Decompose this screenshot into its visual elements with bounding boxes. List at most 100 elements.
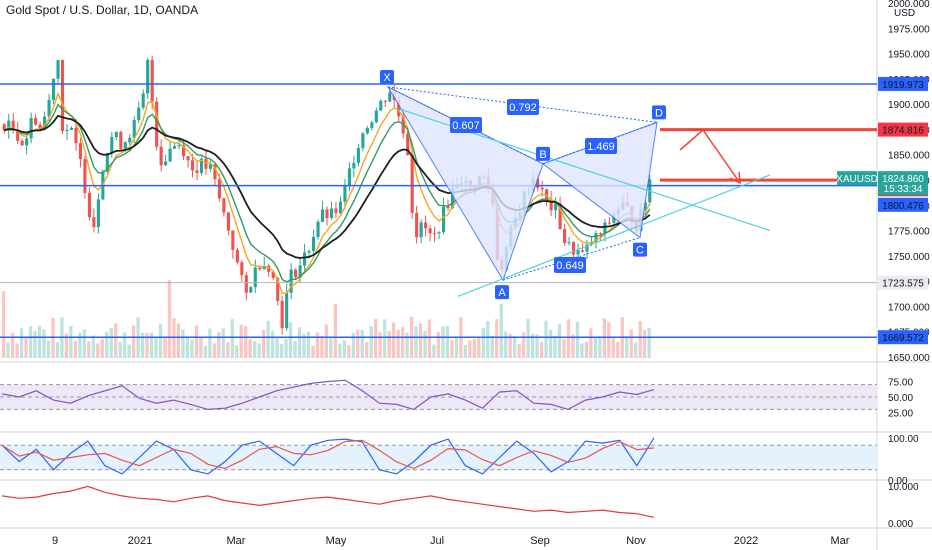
candle (388, 92, 392, 102)
candle (361, 133, 365, 149)
volume-bar (118, 341, 122, 358)
volume-bar (418, 323, 423, 358)
volume-bar (315, 332, 320, 358)
volume-bar (504, 331, 508, 358)
price-level-label: 1669.572 (882, 333, 924, 344)
pattern-ratio-badge (554, 257, 586, 273)
candle (298, 265, 302, 278)
price-axis-tick: 1750.000 (888, 252, 930, 263)
rsi-axis-tick: 25.00 (888, 409, 913, 420)
pattern-point-a-badge[interactable] (495, 285, 509, 300)
rsi-axis-tick: 75.00 (888, 378, 913, 389)
volume-bar (383, 319, 387, 358)
candle (25, 138, 29, 146)
time-axis-tick: Nov (626, 535, 646, 547)
candle (276, 277, 280, 301)
price-axis-tick: 1650.000 (888, 353, 930, 364)
candle (83, 159, 87, 193)
candle (213, 164, 217, 180)
candle (558, 203, 562, 230)
volume-bar (427, 319, 432, 358)
volume-bar (638, 321, 642, 358)
volume-bar (584, 341, 589, 358)
price-level-badge[interactable] (878, 122, 928, 137)
volume-bar (643, 330, 647, 358)
volume-bar (333, 303, 338, 358)
candle (643, 202, 647, 210)
candle (289, 269, 293, 293)
pattern-point-c-label: C (636, 245, 644, 257)
trendline-support[interactable] (457, 174, 771, 297)
volume-bar (10, 332, 15, 358)
volume-bar (539, 342, 544, 358)
pattern-point-d-badge[interactable] (652, 105, 666, 120)
volume-bar (607, 322, 611, 358)
price-level-badge[interactable] (878, 275, 928, 290)
candle (607, 222, 611, 224)
price-level-badge[interactable] (878, 330, 928, 345)
candle (316, 221, 320, 237)
candle (433, 233, 437, 235)
pattern-point-b-badge[interactable] (536, 146, 550, 161)
volume-bar (611, 337, 615, 358)
volume-bar (530, 333, 535, 358)
candle (16, 129, 20, 141)
volume-bar (468, 340, 472, 358)
volume-bar (145, 332, 149, 358)
volume-bar (387, 331, 391, 358)
volume-bar (230, 319, 234, 358)
candle (168, 148, 172, 162)
pattern-point-c-badge[interactable] (633, 242, 647, 257)
price-level-badge[interactable] (878, 197, 928, 212)
candle (20, 140, 24, 146)
pattern-ratio-badge (450, 117, 482, 133)
time-axis-tick: Mar (831, 535, 850, 547)
volume-bar (441, 326, 445, 358)
ema-mid-line (3, 103, 651, 283)
volume-bar (436, 331, 441, 358)
current-price-badge[interactable] (878, 171, 928, 196)
candle (253, 267, 257, 288)
volume-bar (369, 326, 373, 358)
ema-slow-line (4, 114, 651, 259)
pattern-point-x-badge[interactable] (380, 69, 394, 84)
price-level-badge[interactable] (878, 76, 928, 91)
candle (352, 162, 356, 169)
price-axis-tick: 1775.000 (888, 227, 930, 238)
candle (280, 300, 284, 329)
candle (356, 148, 360, 163)
candle (105, 153, 109, 172)
stoch-k-line (1, 437, 655, 475)
volume-bar (598, 336, 602, 358)
symbol-badge[interactable] (837, 171, 877, 186)
candle (563, 229, 567, 243)
candle (249, 287, 253, 293)
price-axis-unit: USD (894, 8, 915, 19)
candle (204, 158, 208, 169)
volume-bar (324, 324, 329, 358)
volume-bar (548, 329, 553, 358)
candle (60, 60, 65, 131)
volume-bar (212, 343, 216, 358)
candle (51, 78, 56, 100)
volume-bar (602, 318, 606, 358)
volume-bar (517, 344, 521, 358)
candle (110, 137, 114, 154)
volume-bar (499, 303, 503, 358)
candle (585, 244, 589, 252)
candle (437, 231, 441, 234)
volume-bar (535, 334, 539, 358)
stoch-d-line (1, 439, 655, 470)
candle (294, 269, 298, 278)
candle (347, 168, 351, 186)
symbol-badge-label: XAUUSD (836, 174, 878, 185)
volume-bar (360, 330, 364, 358)
candle (190, 160, 195, 171)
candle (137, 107, 141, 121)
candle (78, 143, 83, 160)
time-axis-tick: 9 (52, 535, 58, 547)
candle (303, 252, 307, 266)
volume-bar (78, 332, 82, 358)
volume-bar (423, 330, 427, 358)
